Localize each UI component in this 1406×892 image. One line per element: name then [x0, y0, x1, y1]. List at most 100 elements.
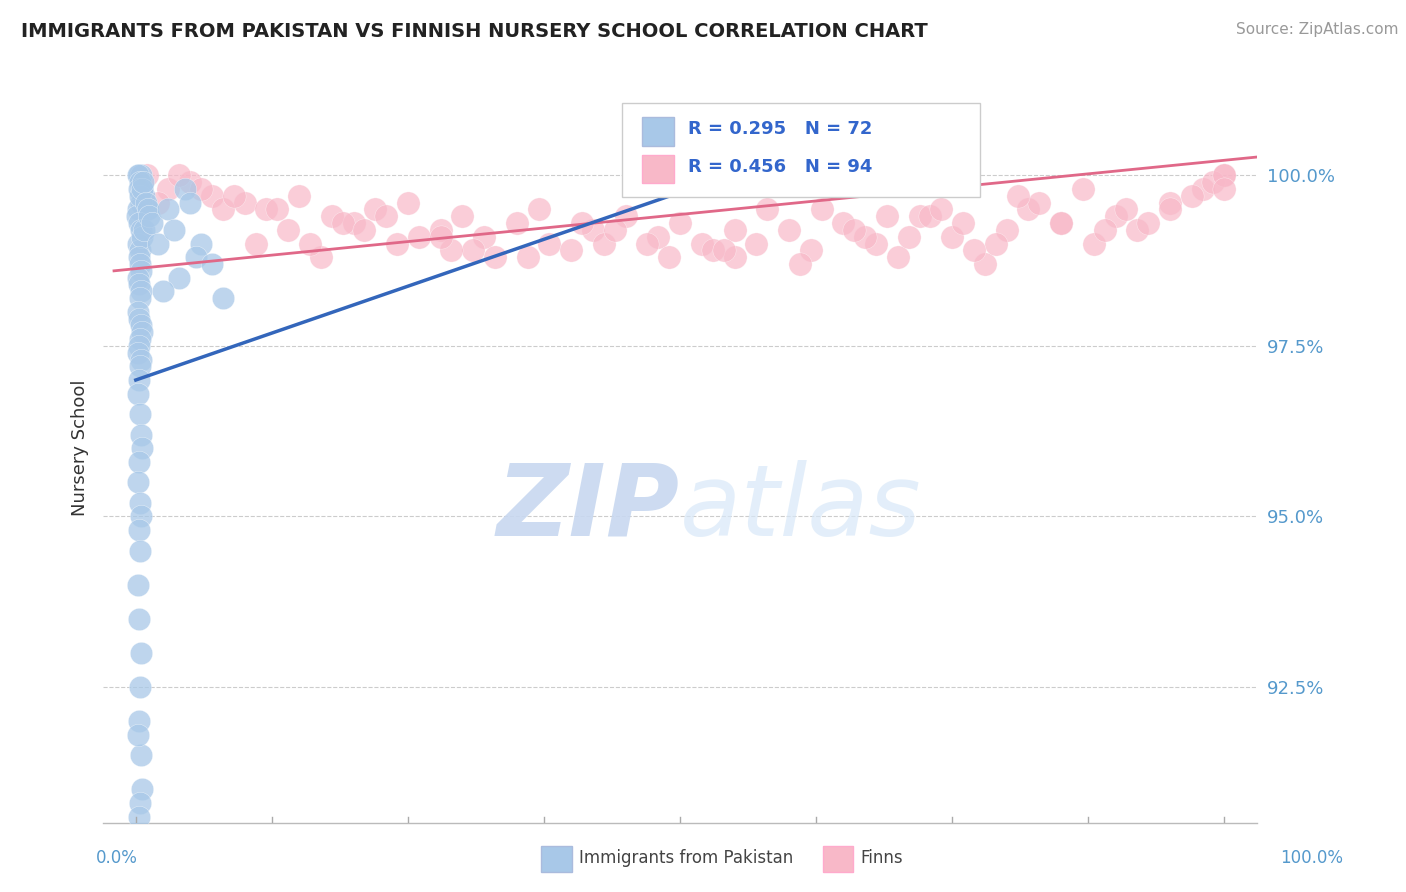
Point [157, 182, 180, 196]
Point [277, 223, 299, 237]
Point [321, 209, 343, 223]
Point [190, 182, 212, 196]
Point [129, 175, 152, 189]
Text: IMMIGRANTS FROM PAKISTAN VS FINNISH NURSERY SCHOOL CORRELATION CHART: IMMIGRANTS FROM PAKISTAN VS FINNISH NURS… [21, 22, 928, 41]
Point [364, 202, 387, 217]
Point [1159, 202, 1181, 217]
Point [163, 223, 186, 237]
Point [128, 182, 150, 196]
Point [135, 169, 157, 183]
Point [129, 680, 152, 694]
Point [342, 216, 364, 230]
Point [908, 209, 931, 223]
Point [702, 244, 724, 258]
Point [129, 509, 152, 524]
Point [129, 407, 152, 421]
Point [527, 202, 550, 217]
Point [931, 202, 953, 217]
Point [1071, 182, 1094, 196]
Point [658, 250, 681, 264]
Point [941, 229, 963, 244]
Point [127, 345, 149, 359]
Point [995, 223, 1018, 237]
Point [756, 202, 779, 217]
Point [1213, 169, 1236, 183]
Point [853, 229, 876, 244]
Point [146, 236, 169, 251]
Point [408, 229, 430, 244]
Point [233, 195, 256, 210]
Point [128, 455, 150, 469]
Point [1083, 236, 1105, 251]
Point [128, 612, 150, 626]
Point [127, 236, 149, 251]
Point [1017, 202, 1039, 217]
Point [385, 236, 408, 251]
Point [245, 236, 267, 251]
Point [669, 216, 692, 230]
Point [876, 209, 898, 223]
Text: Source: ZipAtlas.com: Source: ZipAtlas.com [1236, 22, 1399, 37]
Point [128, 373, 150, 387]
Point [129, 427, 152, 442]
Point [298, 236, 321, 251]
Point [647, 229, 669, 244]
Text: R = 0.295   N = 72: R = 0.295 N = 72 [688, 120, 873, 138]
Point [131, 441, 153, 455]
Point [614, 209, 637, 223]
Point [582, 223, 605, 237]
Point [134, 223, 156, 237]
Point [152, 285, 174, 299]
Point [129, 223, 152, 237]
Point [212, 291, 235, 305]
Point [353, 223, 375, 237]
Point [135, 195, 157, 210]
Text: atlas: atlas [681, 459, 922, 557]
Text: 0.0%: 0.0% [96, 849, 138, 867]
Point [451, 209, 474, 223]
Point [129, 796, 152, 810]
Point [713, 244, 735, 258]
Text: 100.0%: 100.0% [1279, 849, 1343, 867]
Point [169, 270, 191, 285]
Point [127, 305, 149, 319]
Point [516, 250, 538, 264]
Point [789, 257, 811, 271]
Point [190, 236, 212, 251]
Point [146, 195, 169, 210]
Point [131, 182, 153, 196]
Point [723, 223, 745, 237]
Point [169, 169, 191, 183]
Point [429, 229, 451, 244]
Point [129, 257, 152, 271]
Point [1137, 216, 1160, 230]
Point [127, 386, 149, 401]
Point [129, 359, 152, 374]
Point [1007, 188, 1029, 202]
Point [396, 195, 419, 210]
Text: Finns: Finns [860, 849, 903, 867]
Point [128, 339, 150, 353]
Point [810, 202, 832, 217]
Point [690, 236, 713, 251]
Point [128, 810, 150, 824]
Point [603, 223, 626, 237]
Point [129, 543, 152, 558]
Point [571, 216, 593, 230]
Point [129, 264, 152, 278]
Point [1213, 169, 1236, 183]
Point [309, 250, 332, 264]
Point [129, 352, 152, 367]
Point [157, 202, 180, 217]
Point [832, 216, 855, 230]
Point [952, 216, 974, 230]
Point [127, 577, 149, 591]
Point [129, 169, 152, 183]
Point [129, 748, 152, 763]
Point [254, 202, 277, 217]
Point [463, 244, 485, 258]
Point [129, 318, 152, 333]
Point [128, 250, 150, 264]
Point [135, 202, 157, 217]
Point [179, 175, 201, 189]
